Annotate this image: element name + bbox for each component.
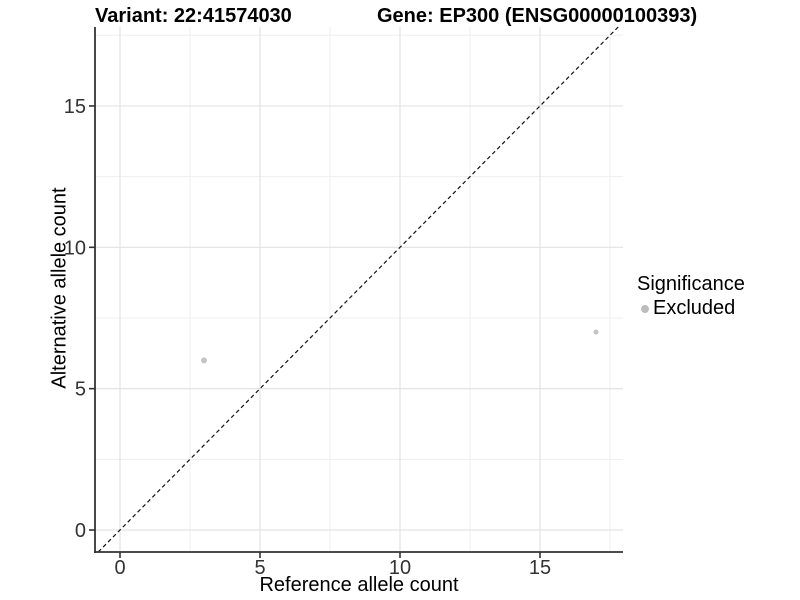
- plot-title-variant: Variant: 22:41574030: [95, 5, 292, 27]
- excluded-point-icon: [641, 304, 649, 313]
- x-tick-label: 15: [529, 557, 551, 579]
- legend-item-excluded: Excluded: [641, 297, 745, 320]
- legend-item-label: Excluded: [653, 297, 736, 319]
- data-point: [593, 329, 599, 335]
- y-tick-label: 5: [75, 379, 86, 401]
- x-tick-label: 0: [114, 557, 125, 579]
- legend-title: Significance: [637, 273, 745, 295]
- y-tick-label: 0: [75, 520, 86, 542]
- y-tick-label: 15: [64, 96, 86, 118]
- legend: Significance Excluded: [637, 273, 745, 320]
- data-point: [201, 357, 207, 364]
- y-tick-label: 10: [64, 237, 86, 259]
- x-tick-label: 10: [389, 557, 411, 579]
- plot-title-gene: Gene: EP300 (ENSG00000100393): [377, 5, 698, 27]
- y-axis-title: Alternative allele count: [48, 187, 71, 389]
- x-axis-title: Reference allele count: [259, 574, 459, 596]
- x-tick-label: 5: [254, 557, 265, 579]
